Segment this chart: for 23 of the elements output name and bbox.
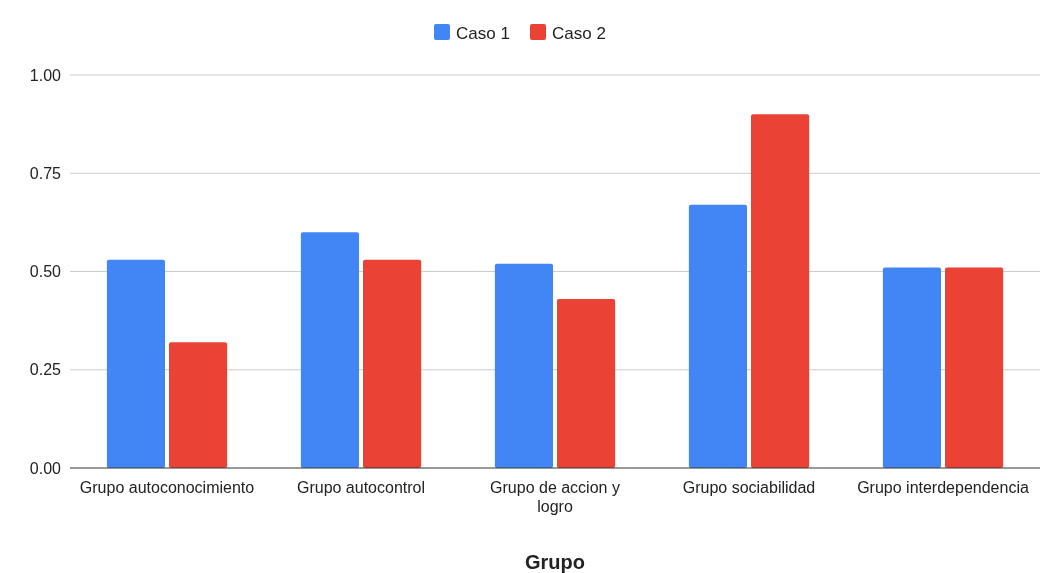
x-tick-label: Grupo autocontrol <box>296 479 426 496</box>
bar <box>882 267 941 468</box>
legend-label: Caso 1 <box>456 23 510 43</box>
bar <box>557 299 616 468</box>
legend-label: Caso 2 <box>552 23 606 43</box>
bar <box>106 259 165 468</box>
x-tick-label: Grupo de accion y logro <box>490 479 620 515</box>
bar <box>300 232 359 468</box>
y-tick-label: 0.00 <box>29 459 62 477</box>
x-tick-label: Grupo interdependencia <box>857 479 1029 496</box>
x-axis-title: Grupo <box>525 551 585 573</box>
bar <box>494 263 553 468</box>
x-tick-label: Grupo autoconocimiento <box>79 479 255 496</box>
bar <box>688 204 747 468</box>
bar <box>169 342 228 468</box>
y-tick-label: 0.50 <box>29 263 62 281</box>
y-tick-label: 0.25 <box>29 361 62 379</box>
y-tick-label: 1.00 <box>29 66 62 84</box>
bar <box>363 259 422 468</box>
y-tick-label: 0.75 <box>29 164 62 182</box>
bar <box>945 267 1004 468</box>
bar <box>751 114 810 468</box>
x-tick-label: Grupo sociabilidad <box>682 479 816 496</box>
